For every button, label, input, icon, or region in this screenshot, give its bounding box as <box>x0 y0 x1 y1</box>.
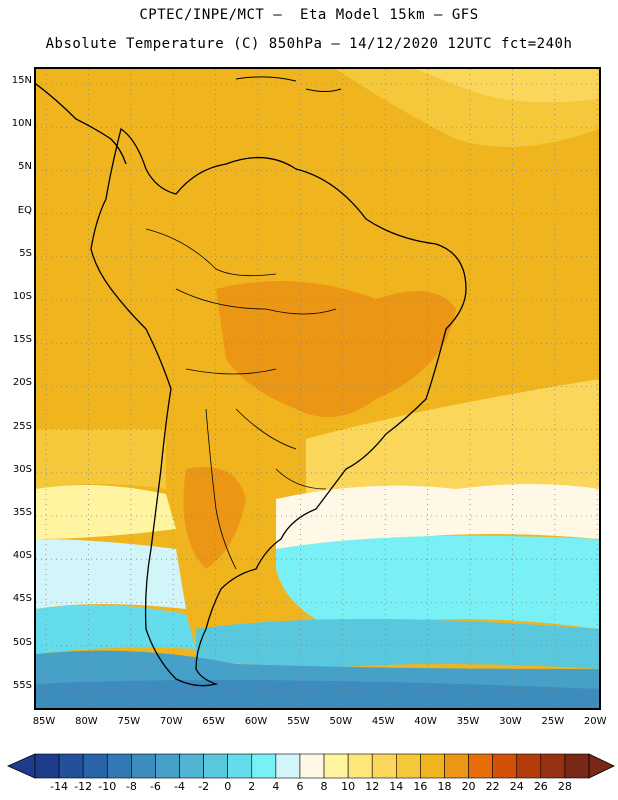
colorbar-tick-label: 28 <box>557 780 572 793</box>
map-frame <box>34 67 601 710</box>
lat-label: 5S <box>19 247 32 259</box>
colorbar-tick-label: 18 <box>437 780 452 793</box>
temperature-map <box>36 69 599 708</box>
title-line-1: CPTEC/INPE/MCT — Eta Model 15km — GFS <box>139 7 479 23</box>
colorbar-tick-label: 26 <box>533 780 548 793</box>
lon-label: 60W <box>244 716 268 727</box>
colorbar-tick-label: 14 <box>389 780 404 793</box>
colorbar-swatch <box>516 753 542 779</box>
colorbar <box>7 753 615 779</box>
lat-label: 15S <box>12 334 32 346</box>
colorbar-swatch <box>396 753 421 779</box>
yellow-band-south-atlantic <box>306 379 599 504</box>
colorbar-tick-label: 6 <box>296 780 304 793</box>
colorbar-tick-label: -8 <box>125 780 137 793</box>
colorbar-swatch <box>203 753 228 779</box>
cold-band-southmost <box>36 680 599 708</box>
colorbar-tick-label: 20 <box>461 780 476 793</box>
lon-label: 70W <box>159 716 183 727</box>
colorbar-tick-label: -10 <box>98 780 117 793</box>
colorbar-tick-label: -6 <box>149 780 161 793</box>
cool-band-atlantic <box>276 535 599 629</box>
colorbar-tick-label: 22 <box>485 780 500 793</box>
country-borders <box>145 228 337 570</box>
colorbar-swatch <box>420 753 445 779</box>
lat-label: EQ <box>17 204 32 216</box>
colorbar-swatch <box>468 753 493 779</box>
coastline-caribbean <box>235 76 297 82</box>
lat-label: 5N <box>18 161 32 173</box>
colorbar-tick-label: -14 <box>50 780 69 793</box>
colorbar-swatch <box>179 753 204 779</box>
colorbar-swatch <box>251 753 277 779</box>
colorbar-min-arrow <box>7 753 36 779</box>
colorbar-tick-label: -12 <box>74 780 93 793</box>
lon-label: 45W <box>371 716 395 727</box>
colorbar-swatch <box>564 753 590 779</box>
colorbar-swatch <box>82 753 108 779</box>
lon-label: 50W <box>329 716 353 727</box>
lon-label: 85W <box>32 716 56 727</box>
lat-label: 55S <box>12 679 32 691</box>
lon-label: 55W <box>287 716 310 727</box>
colorbar-swatch <box>540 753 566 779</box>
lat-label: 35S <box>12 507 32 518</box>
colorbar-tick-label: 24 <box>509 780 524 793</box>
coastline-caribbean-2 <box>305 88 342 92</box>
colorbar-swatch <box>58 753 84 779</box>
colorbar-tick-label: 8 <box>320 780 328 793</box>
lat-label: 15N <box>11 75 32 86</box>
colorbar-swatch <box>323 753 349 779</box>
colorbar-swatch <box>106 753 132 779</box>
colorbar-swatch <box>347 753 373 779</box>
hot-region-central <box>216 281 456 417</box>
colorbar-tick-label: 0 <box>224 780 232 793</box>
title-line-2: Absolute Temperature (C) 850hPa — 14/12/… <box>45 36 573 52</box>
colorbar-swatch <box>492 753 518 779</box>
warm-band-north-light <box>416 69 599 103</box>
colorbar-swatch <box>299 753 325 779</box>
hot-region-argentina <box>183 467 246 569</box>
colorbar-swatch <box>131 753 156 779</box>
cool-band-pacific <box>36 539 186 609</box>
lon-label: 40W <box>414 716 437 727</box>
lat-label: 50S <box>12 636 32 648</box>
coastline-south-america <box>90 127 467 687</box>
colorbar-max-arrow <box>588 753 615 779</box>
lon-label: 25W <box>541 716 565 727</box>
colorbar-swatch <box>275 753 301 779</box>
colorbar-swatch <box>155 753 180 779</box>
colorbar-tick-label: -2 <box>198 780 210 793</box>
lon-label: 35W <box>456 716 480 727</box>
colorbar-tick-label: -4 <box>174 780 185 793</box>
lat-label: 10N <box>11 118 32 130</box>
lat-label: 20S <box>12 377 32 389</box>
colorbar-swatch <box>34 753 60 779</box>
lat-label: 10S <box>12 291 32 302</box>
pale-band-pacific <box>36 485 176 539</box>
colorbar-swatch <box>371 753 397 779</box>
coastline-central-america <box>36 83 127 165</box>
pale-band-atlantic <box>276 484 599 549</box>
colorbar-tick-label: 10 <box>341 780 356 793</box>
lat-label: 25S <box>12 420 32 432</box>
lon-label: 65W <box>202 716 225 727</box>
lon-label: 20W <box>583 716 607 727</box>
lon-label: 30W <box>499 716 522 727</box>
colorbar-swatch <box>227 753 253 779</box>
colorbar-tick-label: 16 <box>413 780 428 793</box>
colorbar-tick-label: 2 <box>248 780 256 793</box>
lon-label: 80W <box>75 716 98 727</box>
colorbar-tick-label: 12 <box>365 780 380 793</box>
lon-label: 75W <box>117 716 141 727</box>
lat-label: 40S <box>12 550 32 562</box>
colorbar-tick-label: 4 <box>272 780 280 793</box>
lat-label: 30S <box>12 463 32 475</box>
cool-band-south <box>36 605 196 654</box>
colorbar-swatch <box>444 753 469 779</box>
yellow-band-pacific <box>36 429 166 489</box>
cool-band-south-atlantic <box>196 619 599 669</box>
lat-label: 45S <box>12 593 32 605</box>
